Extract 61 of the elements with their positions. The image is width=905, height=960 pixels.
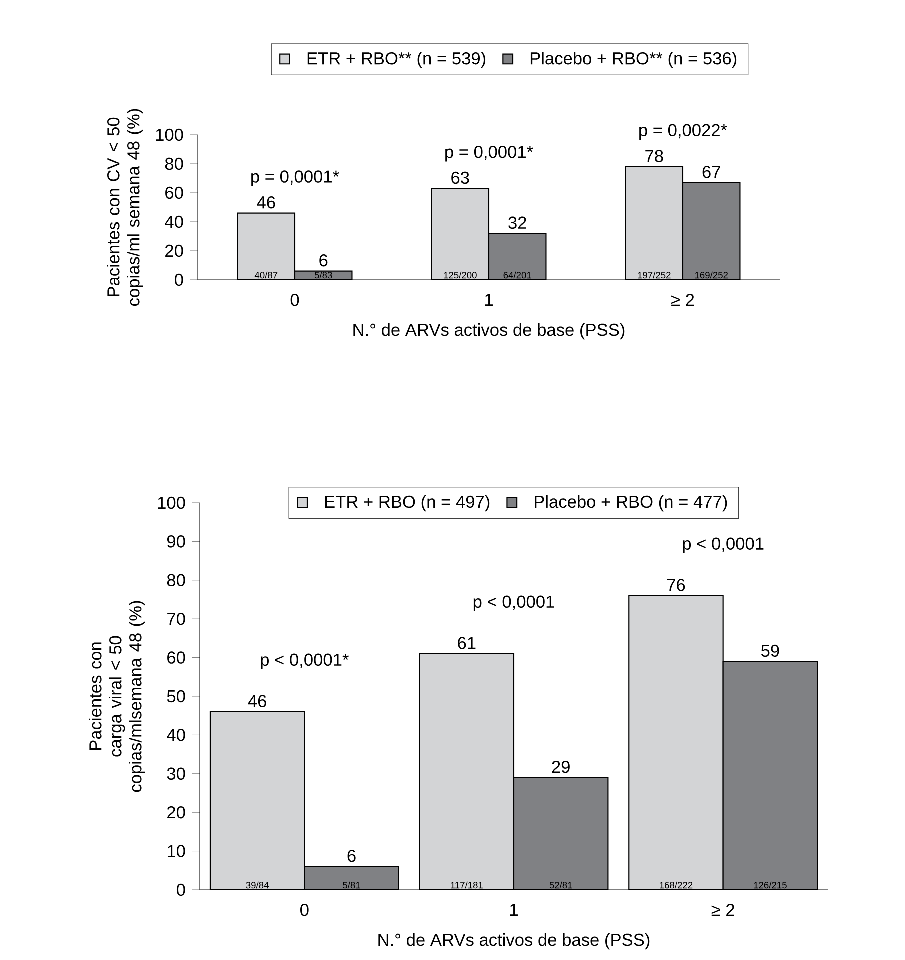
annotation: 5/83 <box>314 272 332 279</box>
y-tick-label: 100 <box>156 128 184 142</box>
x-tick-label: 1 <box>510 904 518 916</box>
annotation: 64/201 <box>504 272 532 279</box>
data-label: 32 <box>508 216 526 230</box>
annotation: 52/81 <box>550 882 572 889</box>
data-label: 78 <box>646 150 664 162</box>
data-label: 6 <box>320 254 328 267</box>
data-label: 67 <box>702 166 720 178</box>
annotation: p = 0,0001* <box>446 146 534 162</box>
data-label: 63 <box>452 172 470 184</box>
annotation: 169/252 <box>695 272 728 279</box>
annotation: 125/200 <box>444 272 477 279</box>
annotation: 39/84 <box>246 882 269 889</box>
y-tick-label: 0 <box>174 274 184 286</box>
data-label: 29 <box>552 760 570 774</box>
annotation: p = 0,0001* <box>252 170 340 186</box>
y-tick-label: 40 <box>165 216 184 228</box>
y-axis-title: Pacientes con carga viral < 50 copias/mlsemana 48 (%) <box>89 601 146 792</box>
data-label: 59 <box>761 644 780 658</box>
annotation: p = 0,0022* <box>640 124 728 140</box>
x-axis-title: N.° de ARVs activos de base (PSS) <box>378 933 650 950</box>
data-label: 6 <box>348 850 356 862</box>
y-axis-title: Pacientes con CV < 50 copias/ml semana 48 (%) <box>107 109 144 306</box>
annotation: 126/215 <box>754 882 787 889</box>
y-tick-label: 40 <box>167 729 186 742</box>
y-tick-label: 90 <box>167 536 186 548</box>
y-tick-label: 20 <box>168 806 186 819</box>
y-tick-label: 80 <box>167 574 186 587</box>
annotation: p < 0,0001 <box>683 538 764 554</box>
data-label: 76 <box>667 579 686 592</box>
x-tick-label: ≥ 2 <box>672 294 694 306</box>
data-label: 61 <box>458 637 476 650</box>
data-label: 46 <box>248 695 266 708</box>
annotation: p < 0,0001* <box>261 654 349 670</box>
annotation: p < 0,0001 <box>474 596 554 612</box>
x-tick-label: 1 <box>485 294 493 306</box>
y-tick-label: 50 <box>167 690 186 703</box>
x-tick-label: ≥ 2 <box>712 904 734 916</box>
x-tick-label: 0 <box>300 904 309 916</box>
y-tick-label: 20 <box>166 244 184 258</box>
y-tick-label: 60 <box>166 186 184 200</box>
legend-label: Placebo + RBO** (n = 536) <box>530 52 737 68</box>
x-axis-title: N.° de ARVs activos de base (PSS) <box>354 323 625 340</box>
annotation: 117/181 <box>451 882 483 889</box>
legend-label: ETR + RBO (n = 497) <box>325 495 490 512</box>
legend-label: Placebo + RBO (n = 477) <box>535 495 728 512</box>
y-tick-label: 100 <box>158 496 186 510</box>
annotation: 5/81 <box>343 882 360 889</box>
y-tick-label: 80 <box>165 158 184 170</box>
y-tick-label: 0 <box>176 884 186 896</box>
annotation: 197/252 <box>638 272 671 279</box>
y-tick-label: 30 <box>167 768 186 780</box>
y-tick-label: 70 <box>168 612 186 626</box>
x-tick-label: 0 <box>290 294 300 306</box>
data-label: 46 <box>257 196 276 209</box>
legend-label: ETR + RBO** (n = 539) <box>308 52 486 68</box>
annotation: 40/87 <box>254 272 278 279</box>
y-tick-label: 60 <box>168 652 186 664</box>
y-tick-label: 10 <box>168 845 186 858</box>
annotation: 168/222 <box>660 882 693 889</box>
